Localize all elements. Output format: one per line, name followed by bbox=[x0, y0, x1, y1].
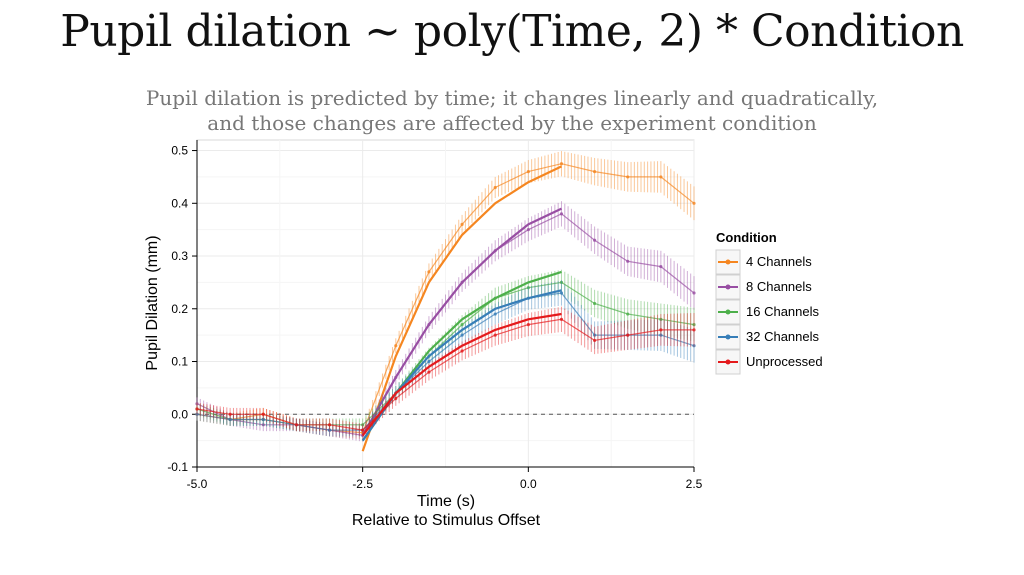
legend-label: 4 Channels bbox=[746, 254, 812, 269]
y-tick-label: 0.4 bbox=[171, 196, 188, 210]
legend-key-dot bbox=[725, 359, 731, 365]
y-tick-label: 0.2 bbox=[171, 302, 188, 316]
x-tick-label: 2.5 bbox=[686, 477, 703, 491]
x-tick-label: -5.0 bbox=[187, 477, 208, 491]
y-tick-label: 0.3 bbox=[171, 249, 188, 263]
slide-title: Pupil dilation ~ poly(Time, 2) * Conditi… bbox=[60, 6, 964, 57]
series-group bbox=[195, 151, 696, 452]
legend-label: 8 Channels bbox=[746, 279, 812, 294]
x-axis-sublabel: Relative to Stimulus Offset bbox=[352, 512, 541, 529]
y-axis-label: Pupil Dilation (mm) bbox=[144, 235, 161, 370]
x-tick-label: 0.0 bbox=[520, 477, 537, 491]
slide-subtitle: Pupil dilation is predicted by time; it … bbox=[0, 86, 1024, 136]
y-tick-label: -0.1 bbox=[167, 460, 188, 474]
slide-subtitle-line-2: and those changes are affected by the ex… bbox=[207, 111, 817, 135]
legend-key-dot bbox=[725, 284, 731, 290]
legend-key-dot bbox=[725, 309, 731, 315]
legend-label: 32 Channels bbox=[746, 329, 819, 344]
series-1 bbox=[195, 201, 696, 442]
y-tick-label: 0.1 bbox=[171, 355, 188, 369]
observed-line bbox=[196, 318, 694, 431]
observed-line bbox=[196, 292, 695, 431]
observed-point bbox=[195, 407, 199, 411]
legend-key-dot bbox=[725, 259, 731, 265]
y-tick-label: 0.0 bbox=[171, 407, 188, 421]
legend-key-dot bbox=[725, 334, 731, 340]
legend-label: Unprocessed bbox=[746, 354, 823, 369]
x-axis-label: Time (s) bbox=[417, 493, 475, 510]
legend: Condition 4 Channels 8 Channels 16 Channel… bbox=[715, 230, 823, 375]
slide-subtitle-line-1: Pupil dilation is predicted by time; it … bbox=[145, 86, 879, 110]
series-4 bbox=[195, 306, 696, 437]
fit-line bbox=[361, 207, 562, 436]
y-tick-label: 0.5 bbox=[171, 144, 188, 158]
fit-line bbox=[361, 312, 562, 437]
fit-line bbox=[361, 165, 562, 452]
x-tick-label: -2.5 bbox=[352, 477, 373, 491]
axes: -0.1 0.0 0.1 0.2 0.3 0.4 0.5 -5.0 -2.5 0.0 2.5 bbox=[167, 140, 703, 491]
legend-title: Condition bbox=[716, 230, 777, 245]
legend-label: 16 Channels bbox=[746, 304, 819, 319]
observed-point bbox=[195, 412, 199, 416]
